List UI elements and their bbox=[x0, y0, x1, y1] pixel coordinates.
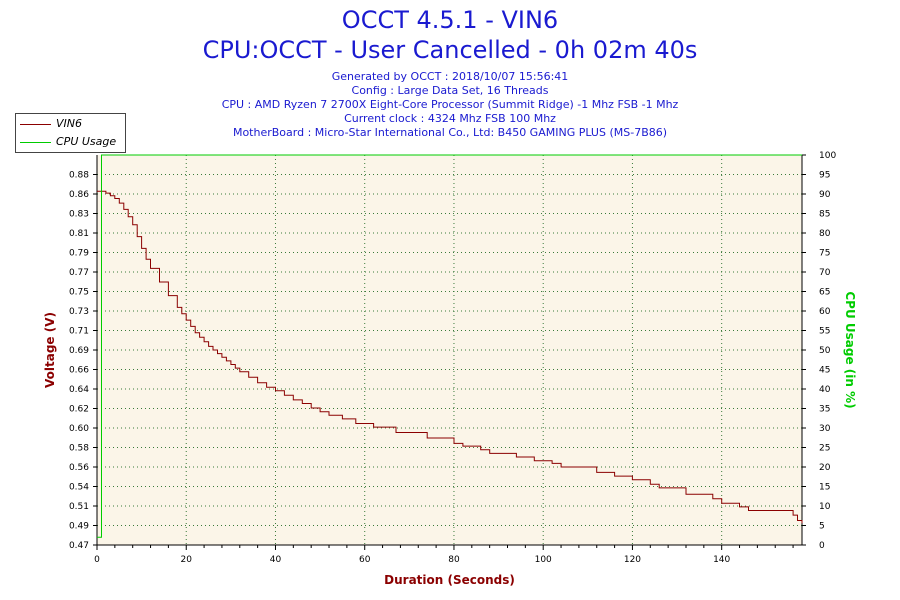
x-tick-label: 0 bbox=[94, 555, 100, 565]
y2-tick-label: 95 bbox=[819, 171, 830, 181]
info-motherboard: MotherBoard : Micro-Star International C… bbox=[232, 126, 668, 139]
y-tick-label: 0.64 bbox=[69, 385, 89, 395]
y-tick-label: 0.51 bbox=[69, 502, 89, 512]
y2-tick-label: 15 bbox=[819, 483, 830, 493]
y-tick-label: 0.58 bbox=[69, 444, 89, 454]
x-tick-label: 40 bbox=[270, 555, 282, 565]
y2-tick-label: 40 bbox=[819, 385, 831, 395]
y2-axis-label: CPU Usage (in %) bbox=[843, 291, 857, 408]
y2-tick-label: 80 bbox=[819, 229, 831, 239]
y-tick-label: 0.49 bbox=[69, 522, 89, 532]
y2-tick-label: 65 bbox=[819, 288, 830, 298]
y2-tick-label: 100 bbox=[819, 151, 836, 161]
legend-label-cpu-usage: CPU Usage bbox=[56, 135, 117, 148]
y-tick-label: 0.75 bbox=[69, 288, 89, 298]
info-config: Config : Large Data Set, 16 Threads bbox=[351, 84, 549, 97]
legend-swatch-cpu-usage bbox=[20, 142, 51, 143]
y-tick-label: 0.47 bbox=[69, 541, 89, 551]
y2-tick-label: 0 bbox=[819, 541, 825, 551]
y-tick-label: 0.81 bbox=[69, 229, 89, 239]
y-tick-label: 0.69 bbox=[69, 346, 89, 356]
y-tick-label: 0.71 bbox=[69, 327, 89, 337]
series-line-vin6 bbox=[97, 190, 803, 524]
info-cpu: CPU : AMD Ryzen 7 2700X Eight-Core Proce… bbox=[221, 98, 679, 111]
y2-tick-label: 35 bbox=[819, 405, 830, 415]
y2-tick-label: 60 bbox=[819, 307, 831, 317]
y2-tick-label: 5 bbox=[819, 522, 825, 532]
y2-tick-label: 10 bbox=[819, 502, 831, 512]
legend-swatch-vin6 bbox=[20, 124, 51, 125]
chart-title: OCCT 4.5.1 - VIN6 bbox=[341, 6, 559, 34]
y2-tick-label: 85 bbox=[819, 210, 830, 220]
x-tick-label: 100 bbox=[535, 555, 552, 565]
legend-label-vin6: VIN6 bbox=[56, 117, 82, 130]
x-axis-label: Duration (Seconds) bbox=[384, 573, 515, 587]
y-tick-label: 0.88 bbox=[69, 171, 89, 181]
y-tick-label: 0.79 bbox=[69, 249, 89, 259]
y2-tick-label: 20 bbox=[819, 463, 831, 473]
y-tick-label: 0.54 bbox=[69, 483, 89, 493]
chart-subtitle: CPU:OCCT - User Cancelled - 0h 02m 40s bbox=[202, 36, 698, 64]
y2-tick-label: 25 bbox=[819, 444, 830, 454]
y-axis-label: Voltage (V) bbox=[43, 312, 57, 388]
y2-tick-label: 30 bbox=[819, 424, 831, 434]
info-clock: Current clock : 4324 Mhz FSB 100 Mhz bbox=[344, 112, 556, 125]
y-tick-label: 0.60 bbox=[69, 424, 89, 434]
y-tick-label: 0.77 bbox=[69, 268, 89, 278]
x-tick-label: 80 bbox=[448, 555, 460, 565]
x-tick-label: 60 bbox=[359, 555, 371, 565]
legend-item-vin6: VIN6 bbox=[16, 116, 125, 132]
y2-tick-label: 50 bbox=[819, 346, 831, 356]
y2-tick-label: 45 bbox=[819, 366, 830, 376]
y-tick-label: 0.83 bbox=[69, 210, 89, 220]
y-tick-label: 0.66 bbox=[69, 366, 89, 376]
y2-tick-label: 90 bbox=[819, 190, 831, 200]
x-tick-label: 140 bbox=[713, 555, 730, 565]
x-tick-label: 20 bbox=[181, 555, 193, 565]
series-line-cpu-usage bbox=[97, 154, 802, 538]
y2-tick-label: 75 bbox=[819, 249, 830, 259]
y2-tick-label: 70 bbox=[819, 268, 831, 278]
y-tick-label: 0.56 bbox=[69, 463, 89, 473]
x-tick-label: 120 bbox=[624, 555, 641, 565]
y-tick-label: 0.73 bbox=[69, 307, 89, 317]
legend-item-cpu-usage: CPU Usage bbox=[16, 134, 125, 150]
legend: VIN6 CPU Usage bbox=[15, 113, 126, 153]
y-tick-label: 0.62 bbox=[69, 405, 89, 415]
info-generated: Generated by OCCT : 2018/10/07 15:56:41 bbox=[331, 70, 569, 83]
y-tick-label: 0.86 bbox=[69, 190, 89, 200]
y2-tick-label: 55 bbox=[819, 327, 830, 337]
